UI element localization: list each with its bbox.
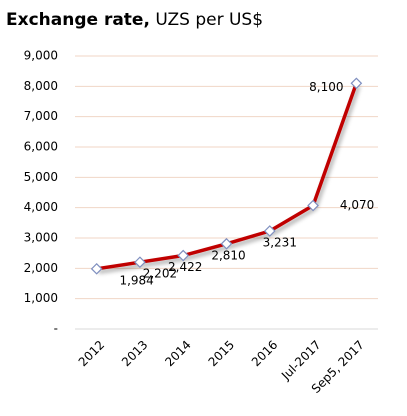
- data-point: [263, 225, 276, 237]
- data-point: [90, 262, 103, 275]
- y-tick-label: 3,000: [24, 231, 58, 245]
- y-tick-label: 4,000: [24, 200, 58, 214]
- x-tick-label: 2015: [206, 338, 237, 369]
- data-label: 4,070: [340, 198, 374, 212]
- data-point: [220, 237, 233, 250]
- x-tick-label: Jul-2017: [278, 338, 324, 384]
- data-label: 2,422: [168, 260, 202, 274]
- y-tick-label: 8,000: [24, 79, 58, 93]
- data-label: 2,810: [211, 248, 245, 262]
- x-tick-label: 2016: [249, 338, 280, 369]
- title-main: Exchange rate,: [6, 10, 150, 30]
- y-tick-label: 2,000: [24, 261, 58, 275]
- y-tick-label: 6,000: [24, 140, 58, 154]
- data-label: 3,231: [263, 235, 297, 249]
- data-label: 8,100: [309, 80, 343, 94]
- data-point: [350, 77, 363, 90]
- y-tick-label: -: [54, 322, 58, 336]
- x-tick-label: 2012: [76, 338, 107, 369]
- data-label: 1,984: [119, 273, 153, 287]
- data-label: 2,202: [143, 267, 177, 281]
- data-point: [177, 249, 190, 262]
- y-tick-label: 1,000: [24, 291, 58, 305]
- chart-title: Exchange rate, UZS per US$: [6, 10, 263, 30]
- data-point: [134, 256, 146, 269]
- y-tick-label: 5,000: [24, 170, 58, 184]
- y-tick-label: 9,000: [24, 49, 58, 63]
- x-tick-label: 2013: [119, 338, 150, 369]
- title-unit: UZS per US$: [155, 10, 263, 30]
- y-tick-label: 7,000: [24, 109, 58, 123]
- data-point: [307, 199, 319, 212]
- x-tick-label: 2014: [162, 338, 193, 369]
